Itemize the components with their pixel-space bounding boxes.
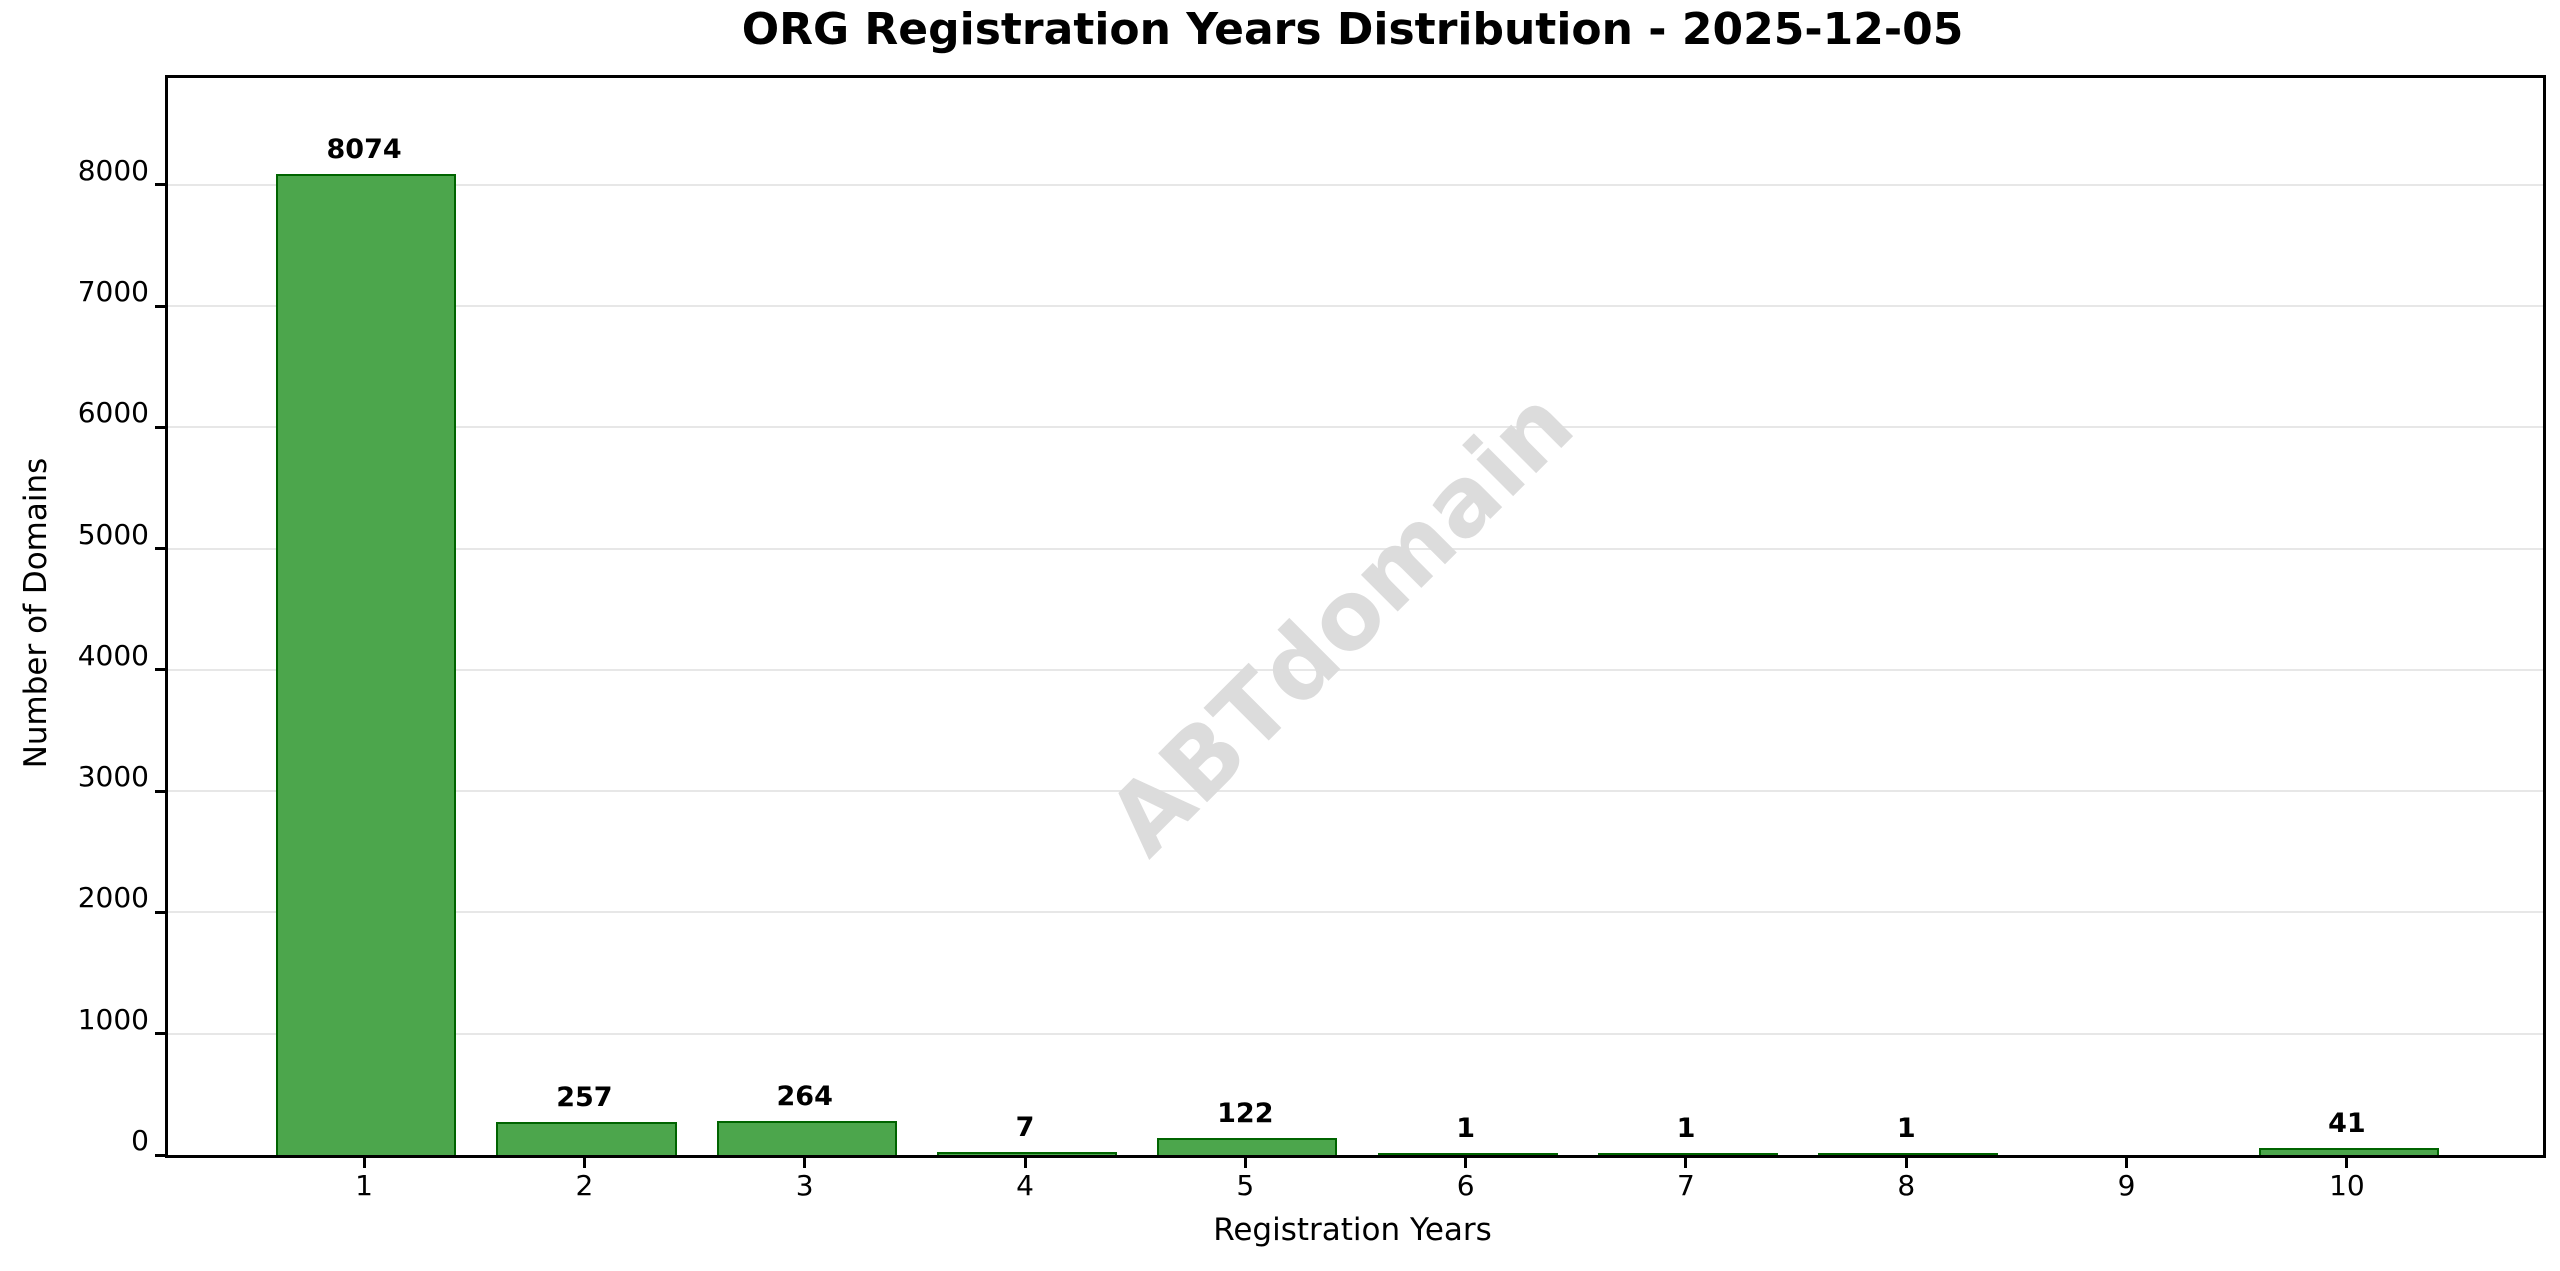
y-axis-label: Number of Domains	[18, 457, 54, 769]
bar	[716, 1120, 897, 1155]
chart-title: ORG Registration Years Distribution - 20…	[741, 4, 1964, 55]
x-tick-label: 3	[795, 1169, 814, 1202]
x-axis-tick	[1464, 1155, 1468, 1168]
y-axis-tick	[155, 183, 168, 187]
gridline	[168, 668, 2543, 671]
bar-value-label: 7	[1015, 1112, 1035, 1144]
y-axis-tick	[155, 1032, 168, 1036]
bar	[1157, 1138, 1338, 1155]
x-tick-label: 7	[1677, 1169, 1695, 1202]
gridline	[168, 426, 2543, 429]
x-tick-label: 10	[2329, 1169, 2365, 1202]
bar-value-label: 1	[1456, 1112, 1476, 1144]
bar	[1818, 1152, 1999, 1155]
bar	[2258, 1148, 2440, 1155]
y-tick-label: 7000	[77, 275, 149, 309]
x-axis-tick	[1023, 1155, 1027, 1168]
bar-value-label: 1	[1676, 1112, 1696, 1144]
y-axis-tick	[155, 425, 168, 429]
bar-value-label: 122	[1217, 1098, 1274, 1130]
gridline	[168, 911, 2543, 914]
y-axis-tick	[155, 547, 168, 551]
y-tick-label: 8000	[77, 153, 149, 187]
y-axis-tick	[155, 910, 168, 914]
x-axis-tick	[1904, 1155, 1908, 1168]
x-axis-tick	[582, 1155, 586, 1168]
gridline	[168, 305, 2543, 308]
gridline	[168, 183, 2543, 186]
y-axis-tick	[155, 668, 168, 672]
gridline	[168, 790, 2543, 793]
x-tick-label: 2	[575, 1169, 594, 1202]
bar-value-label: 8074	[326, 133, 402, 165]
x-tick-label: 1	[355, 1169, 373, 1202]
bar-value-label: 1	[1896, 1112, 1916, 1144]
y-axis-tick	[155, 789, 168, 793]
gridline	[168, 547, 2543, 550]
bar	[1377, 1152, 1558, 1155]
watermark: ABTdomain	[1087, 369, 1595, 877]
y-axis-tick	[155, 1153, 168, 1157]
y-tick-label: 4000	[77, 638, 149, 672]
y-tick-label: 1000	[77, 1002, 149, 1036]
bar	[275, 173, 457, 1155]
gridline	[168, 1032, 2543, 1035]
y-tick-label: 6000	[77, 396, 149, 430]
bar	[1597, 1152, 1779, 1155]
y-tick-label: 0	[131, 1124, 149, 1157]
bar-value-label: 264	[776, 1080, 833, 1112]
x-axis-tick	[1684, 1155, 1688, 1168]
x-axis-tick	[1243, 1155, 1247, 1168]
plot-area: ABTdomain 0 1000 2000 3000 4000 5000 6000 7000 8…	[78, 75, 2546, 1200]
y-tick-label: 5000	[77, 517, 149, 551]
bar	[496, 1121, 677, 1155]
x-tick-label: 4	[1016, 1169, 1034, 1202]
y-axis-tick	[155, 304, 168, 308]
x-axis-tick	[362, 1155, 366, 1168]
x-axis-label: Registration Years	[1213, 1212, 1492, 1248]
x-tick-label: 9	[2117, 1169, 2136, 1202]
x-axis-tick	[803, 1155, 807, 1168]
bar-value-label: 41	[2328, 1108, 2366, 1140]
x-axis-tick	[2125, 1155, 2129, 1168]
x-tick-label: 6	[1456, 1169, 1475, 1202]
x-tick-label: 8	[1897, 1169, 1916, 1202]
x-tick-label: 5	[1236, 1169, 1255, 1202]
y-tick-label: 2000	[77, 881, 149, 915]
x-axis-tick	[2345, 1155, 2349, 1168]
bar-value-label: 257	[556, 1081, 613, 1113]
y-tick-label: 3000	[77, 760, 149, 794]
bar	[936, 1152, 1118, 1155]
